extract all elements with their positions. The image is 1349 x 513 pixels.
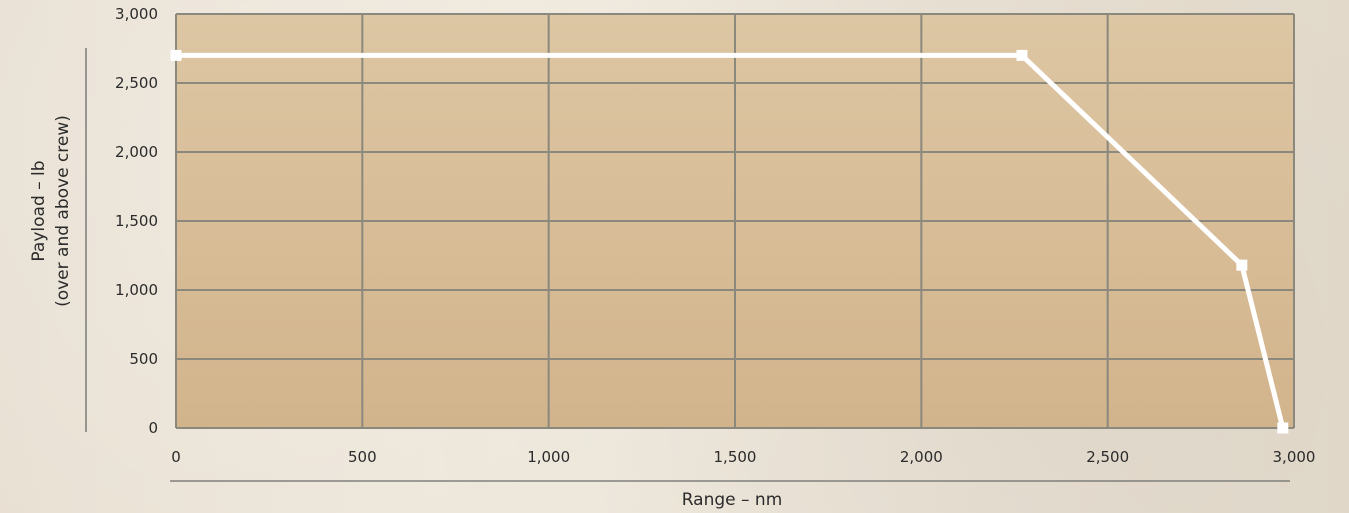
gridlines	[175, 13, 1295, 429]
y-tick-label-6: 3,000	[115, 5, 158, 23]
series-line-0	[176, 52, 1286, 429]
data-point-3	[1277, 422, 1289, 434]
y-tick-label-4: 2,000	[115, 143, 158, 161]
y-tick-label-0: 0	[148, 419, 158, 437]
x-tick-label-2: 1,000	[527, 448, 570, 466]
tick-labels: 0 500 1,000 1,500 2,000 2,500 3,000 0 500 1,000 1,…	[115, 5, 1315, 466]
x-tick-label-0: 0	[171, 448, 181, 466]
x-axis-title: Range – nm	[682, 490, 783, 510]
x-tick-label-4: 2,000	[900, 448, 943, 466]
data-point-2	[1236, 259, 1248, 271]
axes	[85, 48, 1290, 482]
data-point-1	[1016, 49, 1028, 61]
x-tick-label-3: 1,500	[714, 448, 757, 466]
y-tick-label-2: 1,000	[115, 281, 158, 299]
data-point-0	[170, 49, 182, 61]
x-tick-label-5: 2,500	[1086, 448, 1129, 466]
y-tick-label-1: 500	[129, 350, 158, 368]
x-tick-label-1: 500	[348, 448, 377, 466]
x-tick-label-6: 3,000	[1273, 448, 1316, 466]
y-axis-title-line-1: Payload – lb	[29, 160, 49, 261]
y-tick-label-5: 2,500	[115, 74, 158, 92]
y-axis-title-line-2: (over and above crew)	[53, 115, 73, 307]
series-layer	[170, 49, 1289, 434]
y-tick-label-3: 1,500	[115, 212, 158, 230]
